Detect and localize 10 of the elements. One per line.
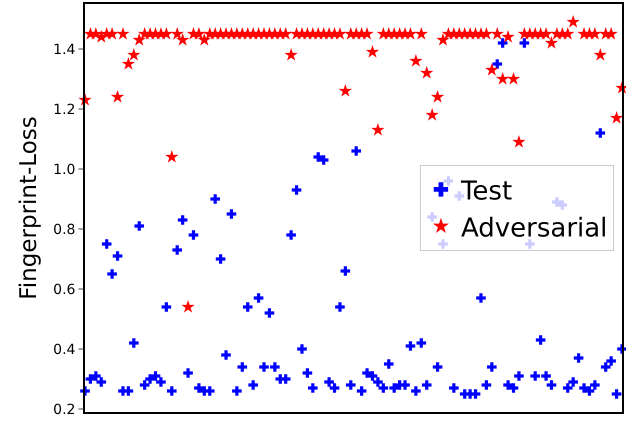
y-tick-label: 0.4 xyxy=(53,342,76,358)
legend-label: Adversarial xyxy=(460,213,608,244)
y-tick-label: 1.4 xyxy=(53,42,76,58)
y-axis-title: Fingerprint-Loss xyxy=(16,116,42,300)
y-tick-label: 0.2 xyxy=(53,402,76,418)
y-tick-label: 0.6 xyxy=(53,282,76,298)
y-tick-label: 0.8 xyxy=(53,222,76,238)
legend-label: Test xyxy=(460,176,512,207)
y-tick-label: 1.0 xyxy=(53,162,76,178)
y-tick-label: 1.2 xyxy=(53,102,76,118)
